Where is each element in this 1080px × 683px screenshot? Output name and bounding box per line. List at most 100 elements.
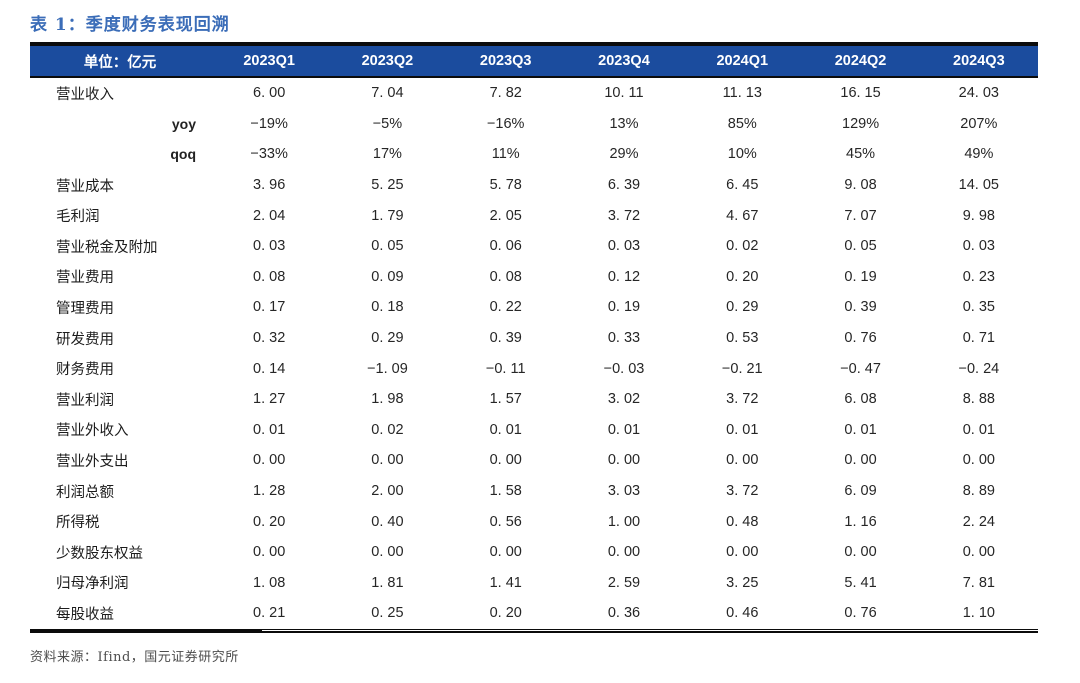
table-row: 所得税 0. 20 0. 40 0. 56 1. 00 0. 48 1. 16 2. 24 bbox=[30, 506, 1038, 537]
cell-value: 2. 59 bbox=[607, 574, 641, 591]
cell-value: 0. 00 bbox=[726, 452, 759, 469]
table-row: 利润总额 1. 28 2. 00 1. 58 3. 03 3. 72 6. 09 8. 89 bbox=[30, 476, 1038, 507]
cell-value: 0. 29 bbox=[726, 299, 759, 316]
cell-value: 1. 98 bbox=[371, 391, 404, 408]
cell-value: 0. 25 bbox=[371, 605, 404, 622]
cell-value: 0. 20 bbox=[726, 268, 759, 285]
cell-value: 0. 32 bbox=[253, 330, 286, 347]
cell-value: 0. 05 bbox=[371, 238, 404, 255]
cell-value: 2. 05 bbox=[489, 207, 522, 224]
cell-value: 0. 35 bbox=[962, 299, 995, 316]
cell-value: 0. 20 bbox=[489, 605, 522, 622]
table-row: 毛利润 2. 04 1. 79 2. 05 3. 72 4. 67 7. 07 9. 98 bbox=[30, 200, 1038, 231]
cell-value: −16% bbox=[486, 115, 525, 132]
cell-value: −0. 24 bbox=[958, 360, 1000, 377]
cell-value: 0. 53 bbox=[726, 330, 759, 347]
table-row: 营业利润 1. 27 1. 98 1. 57 3. 02 3. 72 6. 08 8. 88 bbox=[30, 384, 1038, 415]
cell-value: 10. 11 bbox=[604, 85, 644, 102]
cell-value: 0. 00 bbox=[844, 544, 877, 561]
cell-value: 3. 03 bbox=[607, 483, 641, 500]
cell-value: 3. 25 bbox=[726, 574, 759, 591]
cell-value: 1. 57 bbox=[489, 391, 522, 408]
cell-value: 0. 12 bbox=[607, 268, 641, 285]
cell-value: 0. 00 bbox=[607, 452, 641, 469]
table-row: 财务费用 0. 14 −1. 09 −0. 11 −0. 03 −0. 21 −0. 47 −… bbox=[30, 353, 1038, 384]
table-row: 营业外支出 0. 00 0. 00 0. 00 0. 00 0. 00 0. 00 0. 00 bbox=[30, 445, 1038, 476]
cell-value: 0. 09 bbox=[371, 268, 404, 285]
cell-value: 7. 07 bbox=[844, 207, 877, 224]
cell-value: 14. 05 bbox=[958, 177, 999, 194]
row-label: 每股收益 bbox=[56, 606, 114, 623]
cell-value: 85% bbox=[727, 115, 757, 132]
cell-value: 6. 45 bbox=[726, 177, 759, 194]
cell-value: 5. 25 bbox=[371, 177, 404, 194]
row-label: 营业利润 bbox=[56, 392, 114, 409]
cell-value: 0. 00 bbox=[253, 452, 286, 469]
cell-value: −0. 21 bbox=[721, 360, 763, 377]
row-sublabel: yoy bbox=[171, 115, 196, 132]
cell-value: −1. 09 bbox=[367, 360, 408, 377]
cell-value: 0. 22 bbox=[489, 299, 522, 316]
cell-value: 1. 58 bbox=[489, 483, 522, 500]
cell-value: 16. 15 bbox=[840, 85, 881, 102]
cell-value: 1. 10 bbox=[962, 605, 995, 622]
column-header: 2024Q1 bbox=[683, 42, 802, 78]
column-header: 2024Q2 bbox=[801, 42, 920, 78]
cell-value: 6. 39 bbox=[607, 177, 641, 194]
cell-value: 0. 14 bbox=[253, 360, 286, 377]
cell-value: 0. 00 bbox=[607, 544, 641, 561]
row-label: 少数股东权益 bbox=[56, 545, 143, 562]
row-label: 毛利润 bbox=[56, 209, 100, 226]
row-label: 财务费用 bbox=[56, 362, 114, 379]
cell-value: 6. 08 bbox=[844, 391, 877, 408]
cell-value: 0. 03 bbox=[962, 238, 995, 255]
cell-value: 3. 72 bbox=[607, 207, 641, 224]
column-header: 2023Q4 bbox=[564, 42, 684, 78]
row-label: 利润总额 bbox=[56, 484, 114, 501]
cell-value: −33% bbox=[250, 146, 288, 163]
cell-value: 0. 01 bbox=[607, 421, 641, 438]
cell-value: 10% bbox=[727, 146, 757, 163]
table-row: 研发费用 0. 32 0. 29 0. 39 0. 33 0. 53 0. 76 0. 71 bbox=[30, 323, 1038, 354]
column-header: 2023Q2 bbox=[328, 42, 447, 78]
cell-value: 5. 41 bbox=[844, 574, 877, 591]
cell-value: 0. 23 bbox=[962, 268, 995, 285]
cell-value: 3. 02 bbox=[607, 391, 641, 408]
cell-value: 0. 56 bbox=[489, 513, 522, 530]
row-label: 营业成本 bbox=[56, 178, 114, 195]
table-row: 管理费用 0. 17 0. 18 0. 22 0. 19 0. 29 0. 39 0. 35 bbox=[30, 292, 1038, 323]
table-row: 归母净利润 1. 08 1. 81 1. 41 2. 59 3. 25 5. 41 7. 81 bbox=[30, 568, 1038, 599]
cell-value: 0. 39 bbox=[844, 299, 877, 316]
cell-value: −0. 47 bbox=[840, 360, 881, 377]
cell-value: 0. 18 bbox=[371, 299, 404, 316]
quarterly-financial-table: 单位：亿元 2023Q1 2023Q2 2023Q3 2023Q4 2024Q1 2024… bbox=[30, 42, 1038, 629]
row-label: 营业外支出 bbox=[56, 453, 129, 470]
cell-value: 45% bbox=[846, 146, 876, 163]
cell-value: 3. 72 bbox=[726, 391, 759, 408]
cell-value: 0. 17 bbox=[253, 299, 286, 316]
cell-value: 2. 00 bbox=[371, 483, 404, 500]
cell-value: 0. 00 bbox=[844, 452, 877, 469]
cell-value: 1. 79 bbox=[371, 207, 404, 224]
table-row: 营业收入 6. 00 7. 04 7. 82 10. 11 11. 13 16. 15 24.… bbox=[30, 77, 1038, 109]
cell-value: 0. 01 bbox=[253, 421, 286, 438]
cell-value: 0. 21 bbox=[253, 605, 286, 622]
cell-value: 0. 76 bbox=[844, 605, 877, 622]
cell-value: 29% bbox=[609, 146, 639, 163]
cell-value: 0. 00 bbox=[371, 544, 404, 561]
cell-value: 0. 02 bbox=[726, 238, 759, 255]
cell-value: 0. 06 bbox=[489, 238, 522, 255]
cell-value: 0. 33 bbox=[607, 330, 641, 347]
cell-value: 0. 40 bbox=[371, 513, 404, 530]
cell-value: 0. 00 bbox=[962, 452, 995, 469]
column-header: 2023Q1 bbox=[210, 42, 329, 78]
cell-value: 0. 02 bbox=[371, 421, 404, 438]
cell-value: 0. 36 bbox=[607, 605, 641, 622]
cell-value: 0. 71 bbox=[962, 330, 995, 347]
cell-value: 2. 04 bbox=[253, 207, 286, 224]
table-row: 营业税金及附加 0. 03 0. 05 0. 06 0. 03 0. 02 0. 05 0. … bbox=[30, 231, 1038, 262]
cell-value: 7. 81 bbox=[962, 574, 995, 591]
cell-value: −0. 03 bbox=[603, 360, 645, 377]
cell-value: 1. 28 bbox=[253, 483, 286, 500]
cell-value: 0. 00 bbox=[489, 544, 522, 561]
